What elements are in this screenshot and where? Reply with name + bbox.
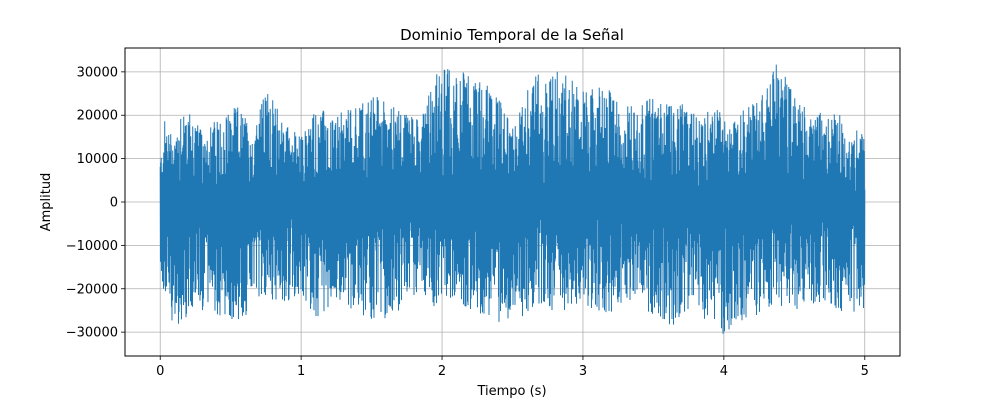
x-tick-label: 5 [861, 364, 869, 379]
y-tick-label: −20000 [66, 282, 118, 297]
y-tick-label: −30000 [66, 326, 118, 341]
x-tick-label: 0 [156, 364, 164, 379]
y-axis-title: Amplitud [39, 173, 54, 232]
y-tick-label: −10000 [66, 239, 118, 254]
y-tick-label: 0 [110, 196, 118, 211]
signal-series-line [159, 64, 866, 334]
y-axis-ticks: −30000 −20000 −10000 0 10000 20000 30000 [66, 65, 125, 341]
x-tick-label: 4 [720, 364, 728, 379]
x-axis-ticks: 0 1 2 3 4 5 [156, 356, 869, 379]
y-tick-label: 20000 [77, 109, 118, 124]
chart-title: Dominio Temporal de la Señal [400, 26, 624, 44]
plot-area [159, 64, 866, 334]
x-axis-title: Tiempo (s) [476, 384, 546, 399]
y-tick-label: 30000 [77, 65, 118, 80]
x-tick-label: 1 [297, 364, 305, 379]
y-tick-label: 10000 [77, 152, 118, 167]
x-tick-label: 3 [579, 364, 587, 379]
x-tick-label: 2 [438, 364, 446, 379]
